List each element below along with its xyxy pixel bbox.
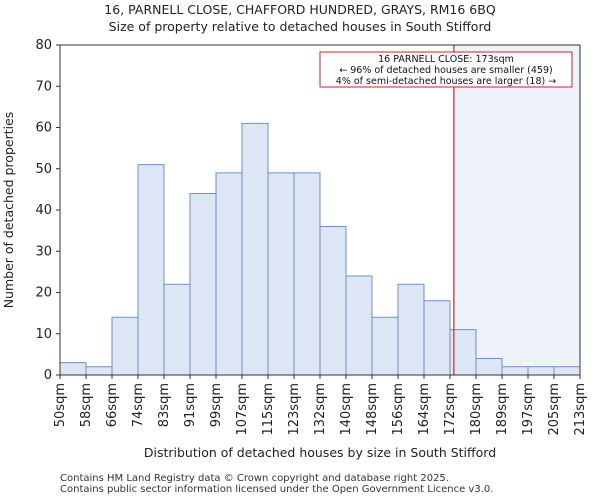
bar [319, 226, 347, 376]
bar [553, 366, 581, 376]
bar [293, 172, 321, 376]
x-tick-label: 74sqm [131, 383, 146, 427]
bar [59, 362, 87, 376]
x-tick-label: 83sqm [157, 383, 172, 427]
y-tick-label: 30 [35, 244, 52, 259]
x-tick-label: 115sqm [261, 383, 276, 436]
y-tick-label: 80 [35, 38, 52, 53]
x-tick-label: 99sqm [209, 383, 224, 427]
bar [189, 193, 217, 376]
bar [345, 275, 373, 376]
annotation-line-3: 4% of semi-detached houses are larger (1… [336, 76, 556, 87]
footer-line-1: Contains HM Land Registry data © Crown c… [60, 473, 449, 484]
x-tick-label: 164sqm [417, 383, 432, 436]
bar [241, 122, 269, 376]
y-tick-label: 0 [44, 368, 52, 383]
x-tick-label: 148sqm [365, 383, 380, 436]
bar [163, 283, 191, 376]
bar [137, 164, 165, 376]
y-axis-label: Number of detached properties [1, 112, 16, 309]
y-tick-label: 50 [35, 162, 52, 177]
bar [111, 316, 139, 376]
x-tick-label: 66sqm [105, 383, 120, 427]
footer-line-2: Contains public sector information licen… [60, 484, 494, 495]
chart-title: 16, PARNELL CLOSE, CHAFFORD HUNDRED, GRA… [104, 2, 496, 17]
bar [267, 172, 295, 376]
x-tick-label: 58sqm [79, 383, 94, 427]
x-tick-label: 197sqm [521, 383, 536, 436]
x-tick-label: 189sqm [495, 383, 510, 436]
y-tick-label: 20 [35, 286, 52, 301]
bar [371, 316, 399, 376]
bar [85, 366, 113, 376]
x-axis-label: Distribution of detached houses by size … [144, 445, 496, 460]
x-tick-label: 140sqm [339, 383, 354, 436]
x-tick-label: 91sqm [183, 383, 198, 427]
y-tick-label: 60 [35, 121, 52, 136]
bar [215, 172, 243, 376]
y-tick-label: 10 [35, 327, 52, 342]
chart-subtitle: Size of property relative to detached ho… [108, 19, 492, 34]
x-tick-label: 156sqm [391, 383, 406, 436]
y-tick-label: 40 [35, 203, 52, 218]
x-tick-label: 205sqm [547, 383, 562, 436]
bar [527, 366, 555, 376]
annotation-line-2: ← 96% of detached houses are smaller (45… [339, 65, 552, 76]
annotation-line-1: 16 PARNELL CLOSE: 173sqm [378, 54, 514, 65]
x-tick-label: 123sqm [287, 383, 302, 436]
bar [501, 366, 529, 376]
x-tick-label: 180sqm [469, 383, 484, 436]
x-tick-label: 50sqm [53, 383, 68, 427]
x-tick-label: 213sqm [573, 383, 588, 436]
y-tick-label: 70 [35, 79, 52, 94]
annotation-box [319, 51, 573, 88]
bar [423, 300, 451, 376]
highlight-region [453, 45, 580, 375]
x-tick-label: 172sqm [443, 383, 458, 436]
bar [397, 283, 425, 376]
bar [475, 358, 503, 376]
x-tick-label: 107sqm [235, 383, 250, 436]
x-tick-label: 132sqm [313, 383, 328, 436]
